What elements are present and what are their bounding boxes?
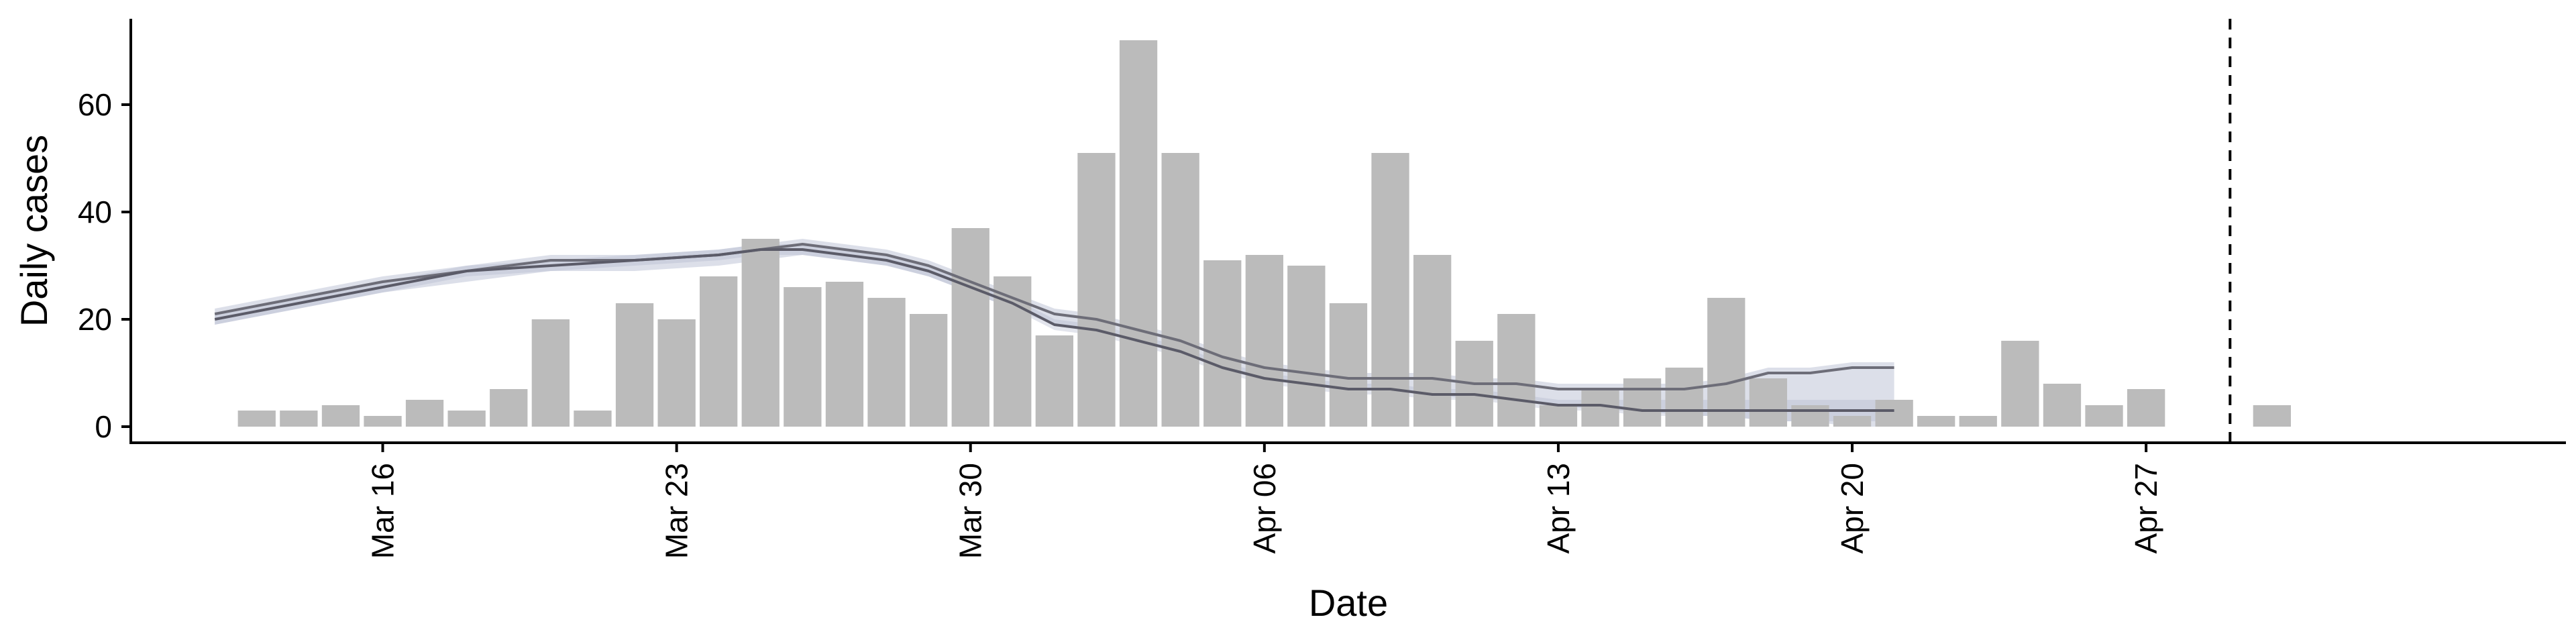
bar-2020-04-12 bbox=[1497, 314, 1536, 427]
x-tick-label: Mar 23 bbox=[659, 463, 694, 559]
bar-2020-04-03 bbox=[1119, 40, 1158, 427]
bar-2020-04-21 bbox=[1875, 400, 1913, 427]
bar-2020-03-23 bbox=[657, 319, 696, 427]
bar-2020-04-18 bbox=[1749, 378, 1787, 427]
estimate-lines bbox=[214, 243, 1894, 412]
bar-2020-04-17 bbox=[1707, 298, 1746, 427]
bar-2020-04-08 bbox=[1329, 303, 1368, 427]
y-axis-title: Daily cases bbox=[13, 135, 55, 327]
bar-2020-04-06 bbox=[1245, 255, 1283, 427]
bar-2020-04-10 bbox=[1413, 255, 1452, 427]
bar-2020-04-04 bbox=[1161, 153, 1199, 427]
bar-2020-03-16 bbox=[364, 416, 402, 427]
bar-2020-03-27 bbox=[825, 282, 864, 427]
bar-2020-04-01 bbox=[1035, 335, 1073, 427]
bar-2020-04-13 bbox=[1539, 405, 1578, 427]
bar-2020-04-24 bbox=[2001, 341, 2039, 427]
y-tick-label: 60 bbox=[78, 87, 112, 122]
case-bars bbox=[237, 40, 2291, 427]
x-tick-label: Mar 16 bbox=[366, 463, 400, 559]
bar-2020-04-20 bbox=[1833, 416, 1872, 427]
bar-2020-03-15 bbox=[321, 405, 360, 427]
x-tick-label: Apr 20 bbox=[1835, 463, 1870, 554]
y-axis-ticks: 0 20 40 60 bbox=[78, 87, 131, 444]
bar-2020-04-30 bbox=[2253, 405, 2291, 427]
bar-2020-04-25 bbox=[2043, 384, 2082, 427]
series-2-line bbox=[214, 248, 1894, 412]
y-tick-label: 0 bbox=[95, 409, 112, 444]
bar-2020-03-25 bbox=[741, 239, 780, 427]
bar-2020-03-19 bbox=[490, 389, 528, 427]
bar-2020-03-21 bbox=[574, 411, 612, 427]
bar-2020-03-26 bbox=[784, 287, 822, 427]
bar-2020-03-29 bbox=[910, 314, 948, 427]
y-tick-label: 20 bbox=[78, 302, 112, 337]
x-tick-label: Apr 06 bbox=[1247, 463, 1282, 554]
x-axis-ticks: Mar 16 Mar 23 Mar 30 Apr 06 Apr 13 Apr 20 Apr … bbox=[366, 443, 2163, 559]
bar-2020-03-30 bbox=[951, 228, 989, 427]
bar-2020-04-23 bbox=[1959, 416, 1997, 427]
bar-2020-04-22 bbox=[1917, 416, 1955, 427]
bar-2020-03-14 bbox=[280, 411, 318, 427]
bar-2020-04-27 bbox=[2127, 389, 2165, 427]
bar-2020-03-20 bbox=[531, 319, 570, 427]
bar-2020-04-16 bbox=[1665, 368, 1703, 427]
bar-2020-04-19 bbox=[1791, 405, 1829, 427]
bar-2020-04-02 bbox=[1077, 153, 1116, 427]
bar-2020-04-09 bbox=[1371, 153, 1409, 427]
x-tick-label: Apr 13 bbox=[1541, 463, 1576, 554]
bar-2020-04-26 bbox=[2085, 405, 2123, 427]
bar-2020-04-05 bbox=[1203, 260, 1242, 427]
bar-2020-04-07 bbox=[1287, 266, 1326, 427]
y-tick-label: 40 bbox=[78, 195, 112, 229]
bar-2020-03-17 bbox=[405, 400, 444, 427]
bar-2020-03-22 bbox=[615, 303, 654, 427]
bar-2020-03-18 bbox=[447, 411, 486, 427]
bar-2020-03-28 bbox=[867, 298, 906, 427]
bar-2020-03-24 bbox=[700, 276, 738, 427]
x-tick-label: Mar 30 bbox=[953, 463, 988, 559]
x-axis-title: Date bbox=[1309, 582, 1388, 624]
x-tick-label: Apr 27 bbox=[2129, 463, 2163, 554]
bar-2020-04-15 bbox=[1623, 378, 1662, 427]
bar-2020-03-13 bbox=[237, 411, 276, 427]
